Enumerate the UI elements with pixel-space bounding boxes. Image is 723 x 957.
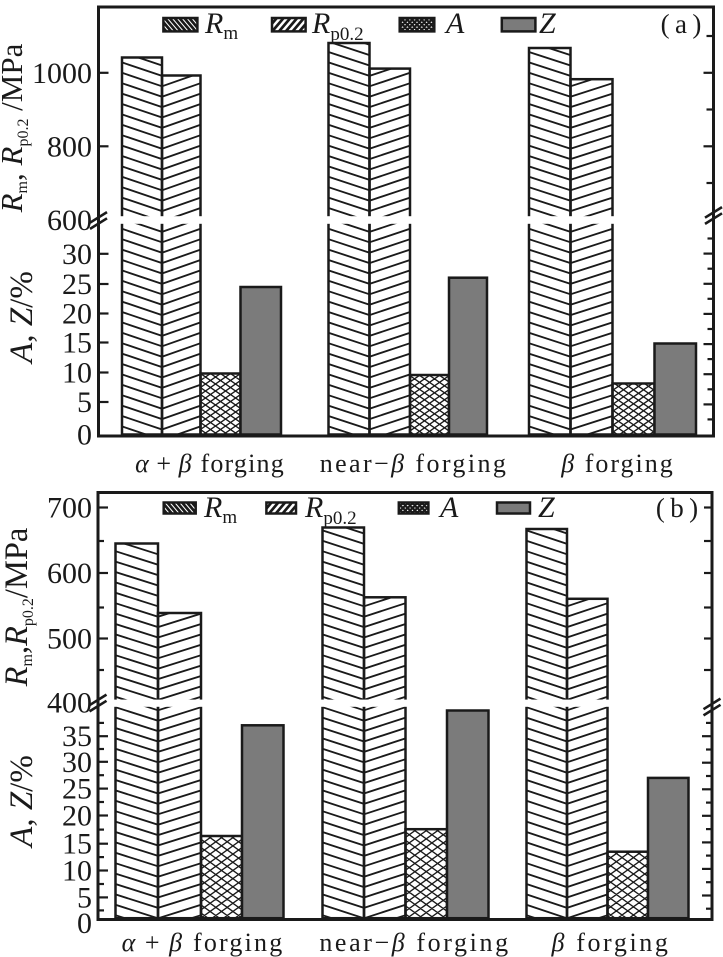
svg-text:800: 800	[47, 130, 92, 163]
svg-text:20: 20	[62, 298, 92, 331]
svg-text:( b ): ( b )	[656, 493, 698, 523]
svg-text:30: 30	[62, 238, 92, 271]
svg-text:α + β forging: α + β forging	[135, 449, 285, 478]
svg-text:25: 25	[62, 268, 92, 301]
svg-text:10: 10	[62, 855, 92, 888]
svg-text:near−β forging: near−β forging	[320, 449, 509, 478]
svg-text:0: 0	[77, 907, 92, 940]
svg-text:Rm,Rp0.2/MPa: Rm,Rp0.2/MPa	[0, 528, 37, 688]
svg-text:Rm: Rm	[204, 7, 238, 44]
svg-text:600: 600	[47, 204, 92, 237]
svg-text:A, Z/%: A, Z/%	[4, 271, 40, 365]
svg-text:Rp0.2: Rp0.2	[311, 7, 364, 45]
svg-text:A, Z/%: A, Z/%	[4, 755, 40, 849]
svg-text:Z: Z	[538, 491, 555, 524]
svg-text:400: 400	[47, 687, 92, 720]
svg-text:5: 5	[77, 386, 92, 419]
svg-text:35: 35	[62, 720, 92, 753]
svg-text:near−β forging: near−β forging	[319, 928, 510, 957]
svg-text:A: A	[438, 491, 459, 524]
svg-text:Z: Z	[539, 7, 556, 40]
svg-text:Rm: Rm	[203, 491, 237, 528]
svg-text:A: A	[444, 7, 465, 40]
svg-text:25: 25	[62, 773, 92, 806]
svg-text:20: 20	[62, 800, 92, 833]
svg-text:600: 600	[47, 557, 92, 590]
svg-text:β forging: β forging	[560, 449, 675, 478]
svg-text:30: 30	[62, 746, 92, 779]
svg-text:15: 15	[62, 327, 92, 360]
svg-text:5: 5	[77, 881, 92, 914]
svg-text:10: 10	[62, 357, 92, 390]
svg-text:( a ): ( a )	[661, 9, 702, 39]
svg-text:Rp0.2: Rp0.2	[304, 491, 357, 529]
svg-text:Rm, Rp0.2 /MPa: Rm, Rp0.2 /MPa	[0, 43, 32, 213]
svg-text:0: 0	[77, 419, 92, 452]
svg-text:β forging: β forging	[551, 928, 671, 957]
svg-text:500: 500	[47, 623, 92, 656]
svg-text:1000: 1000	[32, 57, 92, 90]
svg-text:700: 700	[47, 492, 92, 525]
svg-text:15: 15	[62, 828, 92, 861]
svg-text:α + β forging: α + β forging	[122, 928, 285, 957]
